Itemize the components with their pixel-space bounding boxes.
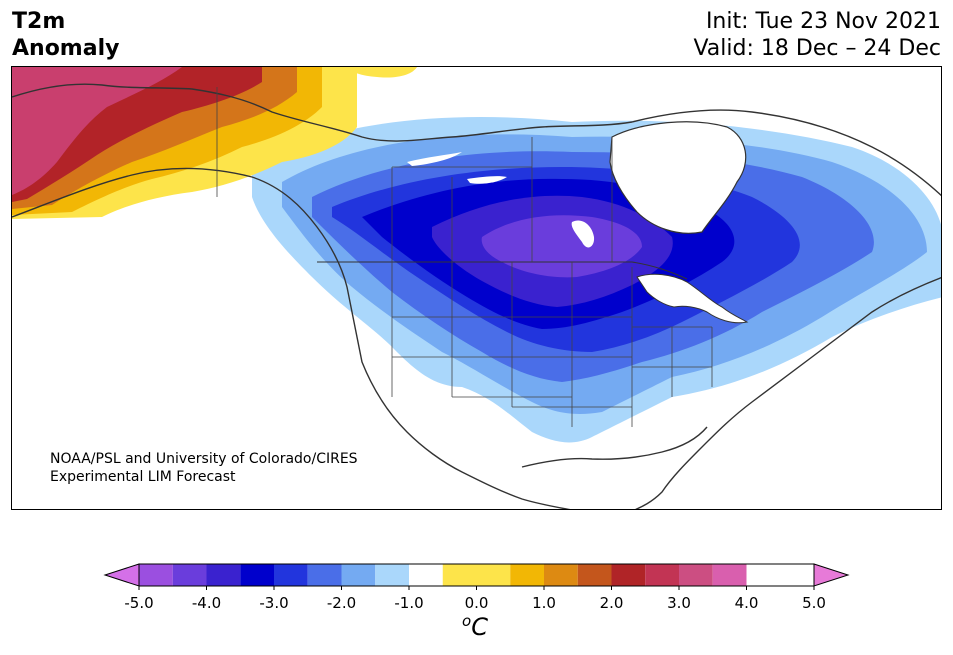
anomaly-map: NOAA/PSL and University of Colorado/CIRE… bbox=[11, 66, 942, 510]
init-date: Init: Tue 23 Nov 2021 bbox=[705, 9, 941, 34]
colorbar-tick-label: 3.0 bbox=[667, 594, 691, 612]
valid-date: Valid: 18 Dec – 24 Dec bbox=[693, 36, 941, 61]
colorbar-tick-label: 0.0 bbox=[465, 594, 489, 612]
lake-winnipeg bbox=[571, 220, 595, 248]
colorbar-segment bbox=[577, 564, 612, 586]
colorbar-tick-label: -3.0 bbox=[259, 594, 288, 612]
colorbar-segment bbox=[375, 564, 409, 586]
colorbar-unit: oC bbox=[462, 612, 488, 641]
credit-note: NOAA/PSL and University of Colorado/CIRE… bbox=[50, 450, 358, 486]
west-coast bbox=[12, 167, 571, 509]
map-canvas bbox=[12, 67, 941, 509]
forecast-dates: Init: Tue 23 Nov 2021 Valid: 18 Dec – 24… bbox=[693, 8, 941, 62]
colorbar-tick-label: 2.0 bbox=[600, 594, 624, 612]
colorbar-tick-label: -2.0 bbox=[327, 594, 356, 612]
colorbar-over-arrow bbox=[813, 563, 850, 587]
colorbar-tick-label: 4.0 bbox=[735, 594, 759, 612]
colorbar-tick-label: 1.0 bbox=[532, 594, 556, 612]
colorbar-tick-label: -5.0 bbox=[124, 594, 153, 612]
title-quantity: Anomaly bbox=[12, 36, 120, 61]
great-lakes bbox=[636, 273, 749, 324]
warm-band-strong bbox=[12, 67, 182, 195]
east-coast bbox=[634, 277, 941, 509]
colorbar-segment bbox=[206, 564, 241, 586]
colorbar-segment bbox=[679, 564, 713, 586]
us-canada-border bbox=[317, 261, 688, 280]
credit-line-2: Experimental LIM Forecast bbox=[50, 469, 236, 485]
colorbar-segment bbox=[341, 564, 376, 586]
coastline bbox=[12, 83, 941, 197]
colorbar-segment bbox=[307, 564, 342, 586]
canada-provinces bbox=[216, 87, 613, 262]
colorbar-segment bbox=[240, 564, 274, 586]
warm-band-yellow-north bbox=[347, 67, 417, 78]
colorbar-tick-label: -4.0 bbox=[192, 594, 221, 612]
title-variable: T2m bbox=[12, 9, 66, 34]
colorbar-segment bbox=[510, 564, 544, 586]
colorbar-segment bbox=[645, 564, 679, 586]
colorbar-tick-label: 5.0 bbox=[802, 594, 826, 612]
state-lines bbox=[391, 262, 713, 427]
colorbar-segment bbox=[611, 564, 646, 586]
colorbar-segment bbox=[139, 564, 173, 586]
great-bear-lake bbox=[467, 176, 507, 184]
colorbar-tick-label: -1.0 bbox=[394, 594, 423, 612]
colorbar-segment bbox=[274, 564, 308, 586]
colorbar-segment bbox=[544, 564, 578, 586]
colorbar-segment bbox=[172, 564, 207, 586]
colorbar-segment bbox=[442, 564, 511, 586]
great-slave-lake bbox=[407, 152, 462, 166]
map-title: T2m Anomaly bbox=[12, 8, 119, 62]
hudson-bay bbox=[609, 121, 747, 234]
colorbar-unit-degree: o bbox=[462, 612, 472, 630]
colorbar-under-arrow bbox=[103, 563, 140, 587]
colorbar-segment bbox=[409, 564, 443, 586]
credit-line-1: NOAA/PSL and University of Colorado/CIRE… bbox=[50, 451, 358, 467]
gulf-coast bbox=[521, 426, 708, 468]
colorbar-unit-letter: C bbox=[471, 613, 488, 641]
colorbar-segment bbox=[712, 564, 747, 586]
